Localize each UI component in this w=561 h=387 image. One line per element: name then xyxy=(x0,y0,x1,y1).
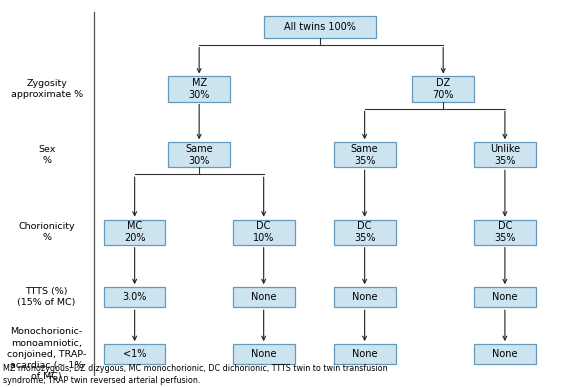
FancyBboxPatch shape xyxy=(104,344,165,364)
Text: Monochorionic-
monoamniotic,
conjoined, TRAP-
acardiac (~ 1%
of MC): Monochorionic- monoamniotic, conjoined, … xyxy=(7,327,86,381)
Text: DC
35%: DC 35% xyxy=(494,221,516,243)
Text: Unlike
35%: Unlike 35% xyxy=(490,144,520,166)
Text: DC
10%: DC 10% xyxy=(253,221,274,243)
FancyBboxPatch shape xyxy=(474,344,536,364)
FancyBboxPatch shape xyxy=(168,142,230,167)
Text: Zygosity
approximate %: Zygosity approximate % xyxy=(11,79,82,99)
Text: TTTS (%)
(15% of MC): TTTS (%) (15% of MC) xyxy=(17,287,76,307)
Text: Sex
%: Sex % xyxy=(38,145,55,165)
FancyBboxPatch shape xyxy=(334,344,396,364)
Text: 3.0%: 3.0% xyxy=(122,292,147,302)
FancyBboxPatch shape xyxy=(334,219,396,245)
FancyBboxPatch shape xyxy=(233,219,295,245)
Text: Same
35%: Same 35% xyxy=(351,144,379,166)
FancyBboxPatch shape xyxy=(168,77,230,101)
Text: All twins 100%: All twins 100% xyxy=(284,22,356,32)
Text: None: None xyxy=(251,292,277,302)
Text: MZ monozygous, DZ dizygous, MC monochorionic, DC dichorionic, TTTS twin to twin : MZ monozygous, DZ dizygous, MC monochori… xyxy=(3,364,388,385)
FancyBboxPatch shape xyxy=(334,287,396,307)
Text: None: None xyxy=(352,292,378,302)
Text: Chorionicity
%: Chorionicity % xyxy=(19,222,75,242)
Text: DC
35%: DC 35% xyxy=(354,221,375,243)
FancyBboxPatch shape xyxy=(334,142,396,167)
FancyBboxPatch shape xyxy=(474,287,536,307)
FancyBboxPatch shape xyxy=(474,219,536,245)
FancyBboxPatch shape xyxy=(104,219,165,245)
Text: None: None xyxy=(492,292,518,302)
Text: MC
20%: MC 20% xyxy=(124,221,145,243)
Text: <1%: <1% xyxy=(123,349,146,359)
Text: DZ
70%: DZ 70% xyxy=(433,78,454,100)
FancyBboxPatch shape xyxy=(104,287,165,307)
FancyBboxPatch shape xyxy=(474,142,536,167)
Text: None: None xyxy=(352,349,378,359)
FancyBboxPatch shape xyxy=(412,77,474,101)
FancyBboxPatch shape xyxy=(233,287,295,307)
Text: None: None xyxy=(492,349,518,359)
Text: Same
30%: Same 30% xyxy=(185,144,213,166)
Text: None: None xyxy=(251,349,277,359)
Text: MZ
30%: MZ 30% xyxy=(188,78,210,100)
FancyBboxPatch shape xyxy=(264,16,376,38)
FancyBboxPatch shape xyxy=(233,344,295,364)
